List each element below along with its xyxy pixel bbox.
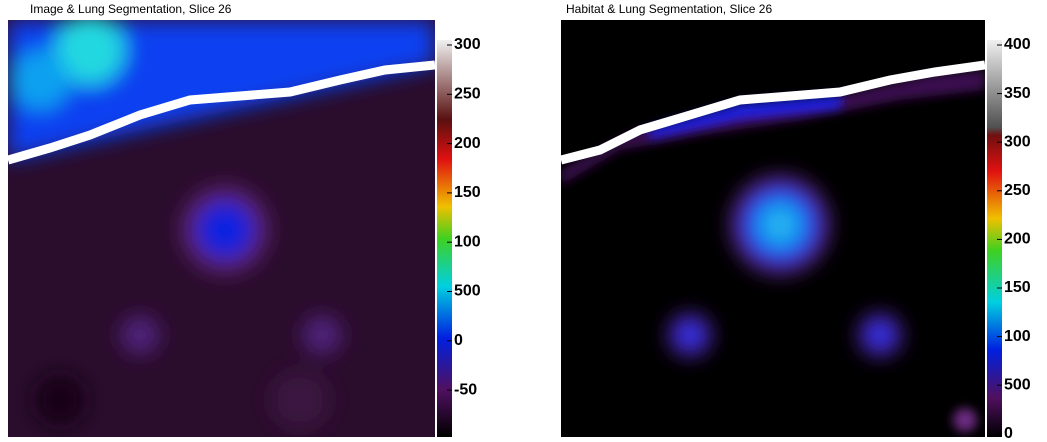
panel-title: Habitat & Lung Segmentation, Slice 26 [566,2,772,16]
colorbar-label: 350 [1004,85,1031,102]
colorbar-label: 250 [1004,182,1031,199]
colorbar-label: 250 [454,86,481,103]
colorbar-label: 100 [1004,328,1031,345]
colorbar-label: 500 [1004,376,1031,393]
habitat-panel [561,20,985,437]
colorbar-label: 100 [454,233,481,250]
colorbar-label: 150 [1004,279,1031,296]
colorbar-label: 200 [1004,231,1031,248]
colorbar [987,40,1002,437]
colorbar-label: 0 [1004,425,1013,442]
colorbar-label: 500 [454,283,481,300]
colorbar-labels: 300 250 200 150 100 500 0 -50 [447,36,481,398]
colorbar-label: 150 [454,184,481,201]
colorbar [437,40,452,437]
colorbar-labels: 400 350 300 250 200 150 100 500 0 [997,36,1031,442]
colorbar-label: 300 [1004,133,1031,150]
image-panel [8,15,435,437]
screenshot: Image & Lung Segmentation, Slice 26 300 2… [0,0,1047,442]
colorbar-label: 200 [454,135,481,152]
colorbar-label: 400 [1004,36,1031,53]
colorbar-label: -50 [454,381,477,398]
panel-title: Image & Lung Segmentation, Slice 26 [30,2,232,16]
colorbar-label: 0 [454,332,463,349]
colorbar-label: 300 [454,36,481,53]
